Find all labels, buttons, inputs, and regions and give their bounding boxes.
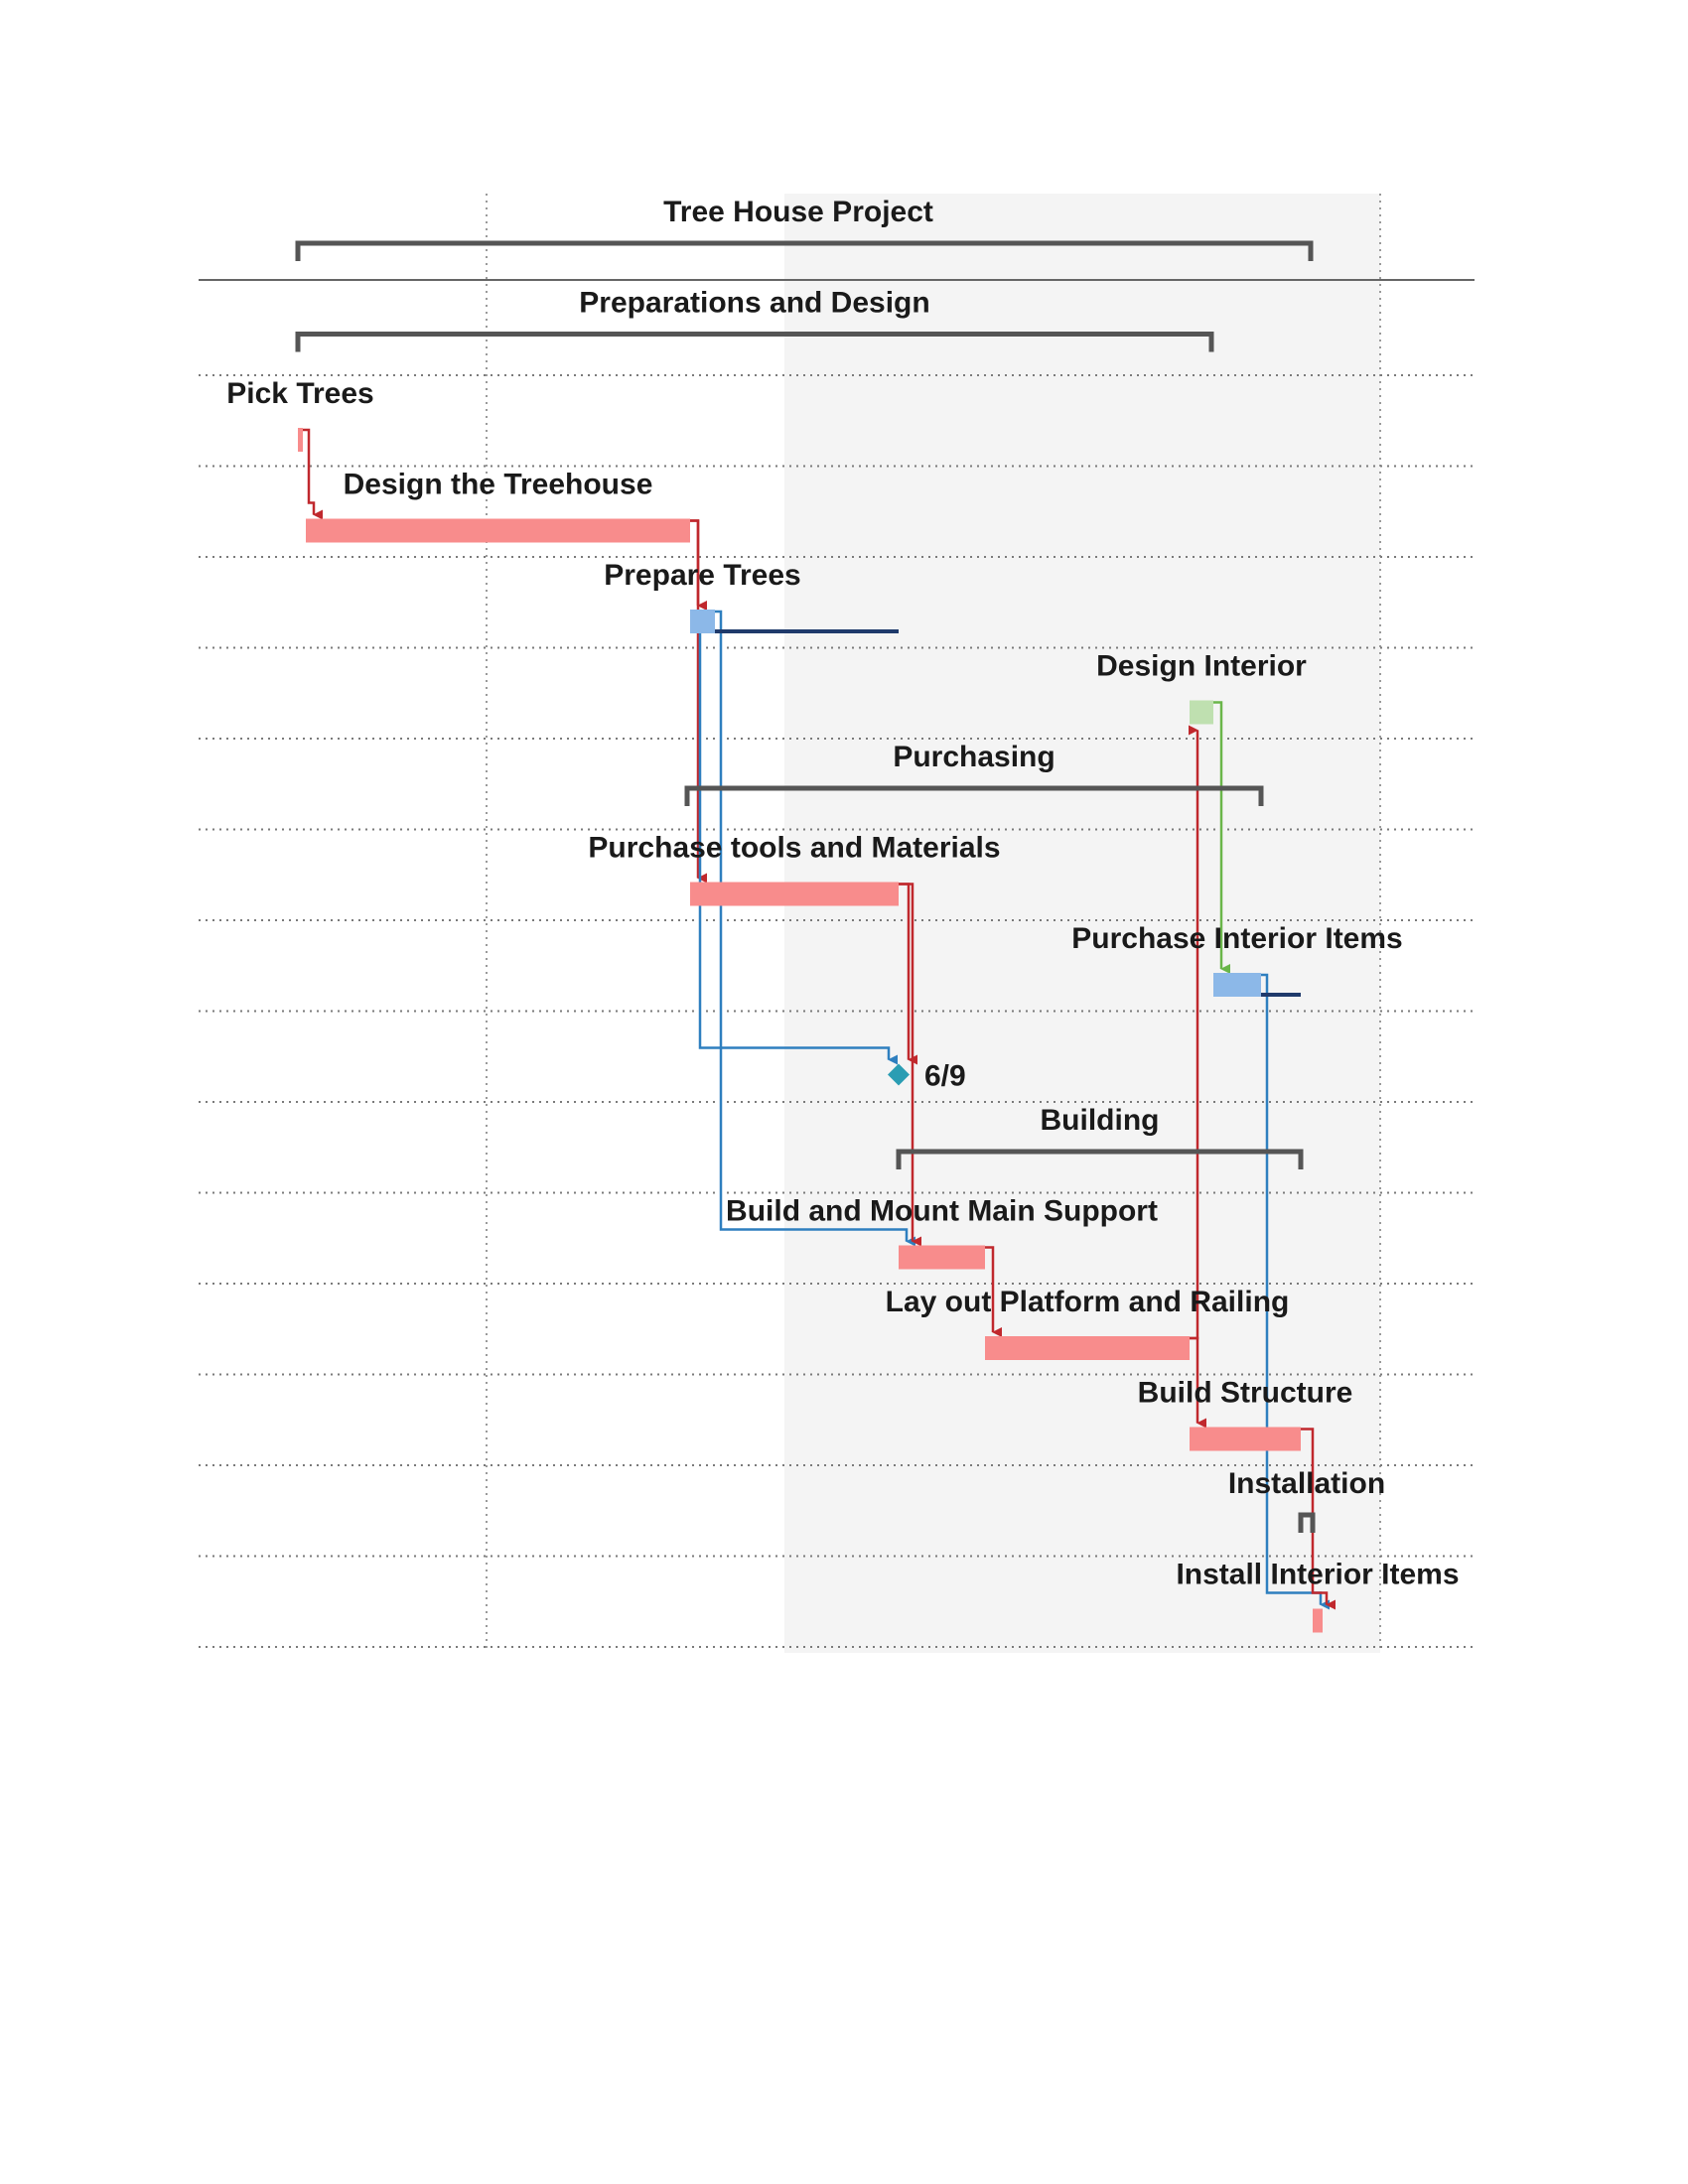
summary-bar-installation[interactable] <box>1298 1512 1316 1533</box>
task-label-preparations-and-design: Preparations and Design <box>579 287 929 320</box>
grid-layer <box>199 194 1475 1653</box>
labels-layer: Tree House Project Preparations and Desig… <box>226 196 1459 1591</box>
task-label-lay-out-platform-and-railing: Lay out Platform and Railing <box>886 1286 1290 1318</box>
dependency-link-t5-t12 <box>715 610 915 1247</box>
task-bar-prepare-trees[interactable] <box>690 610 715 633</box>
task-label-build-and-mount-main-support: Build and Mount Main Support <box>726 1195 1158 1228</box>
task-label-design-interior: Design Interior <box>1096 650 1307 683</box>
dependency-link-t3-t4 <box>303 428 323 520</box>
bars-layer <box>295 240 1323 1633</box>
task-label-pick-trees: Pick Trees <box>226 377 373 410</box>
task-bar-design-interior[interactable] <box>1190 700 1213 725</box>
dependency-link-t14-t16 <box>1301 1428 1336 1610</box>
task-label-building: Building <box>1041 1104 1160 1137</box>
task-label-build-structure: Build Structure <box>1138 1377 1353 1410</box>
summary-bar-tree-house-project[interactable] <box>295 240 1314 261</box>
task-label-installation: Installation <box>1228 1467 1385 1500</box>
task-bar-purchase-tools-and-materials[interactable] <box>690 882 899 906</box>
task-bar-lay-out-platform-and-railing[interactable] <box>985 1336 1190 1360</box>
dependency-link-t8-t12 <box>899 883 921 1247</box>
task-bar-purchase-interior-items[interactable] <box>1213 973 1261 997</box>
task-bar-pick-trees[interactable] <box>298 428 303 452</box>
task-bar-install-interior-items[interactable] <box>1313 1608 1323 1633</box>
task-label-tree-house-project: Tree House Project <box>663 196 933 228</box>
task-bar-design-the-treehouse[interactable] <box>306 518 690 543</box>
summary-bar-purchasing[interactable] <box>684 785 1264 806</box>
dependency-link-t12-t13 <box>985 1246 1002 1337</box>
dependency-link-t9-t16 <box>1261 973 1330 1610</box>
summary-bar-preparations-and-design[interactable] <box>295 332 1214 352</box>
task-label-purchase-tools-and-materials: Purchase tools and Materials <box>588 832 1000 865</box>
dependency-link-t6-t9 <box>1213 701 1230 974</box>
task-label-prepare-trees: Prepare Trees <box>604 559 800 592</box>
dependency-link-t4-t8 <box>690 519 707 884</box>
dependency-link-t13-t14 <box>1190 1336 1206 1429</box>
links-layer <box>303 428 1336 1610</box>
milestone-label: 6/9 <box>924 1060 966 1093</box>
task-label-purchasing: Purchasing <box>893 741 1055 773</box>
task-label-install-interior-items: Install Interior Items <box>1176 1559 1459 1591</box>
task-bar-build-structure[interactable] <box>1190 1427 1301 1451</box>
task-label-purchase-interior-items: Purchase Interior Items <box>1071 922 1402 955</box>
task-bar-build-and-mount-main-support[interactable] <box>899 1245 985 1270</box>
summary-bar-building[interactable] <box>896 1149 1304 1169</box>
milestone-marker[interactable] <box>888 1063 910 1086</box>
timescale-shade-band <box>784 194 1380 1653</box>
task-label-design-the-treehouse: Design the Treehouse <box>344 469 653 501</box>
